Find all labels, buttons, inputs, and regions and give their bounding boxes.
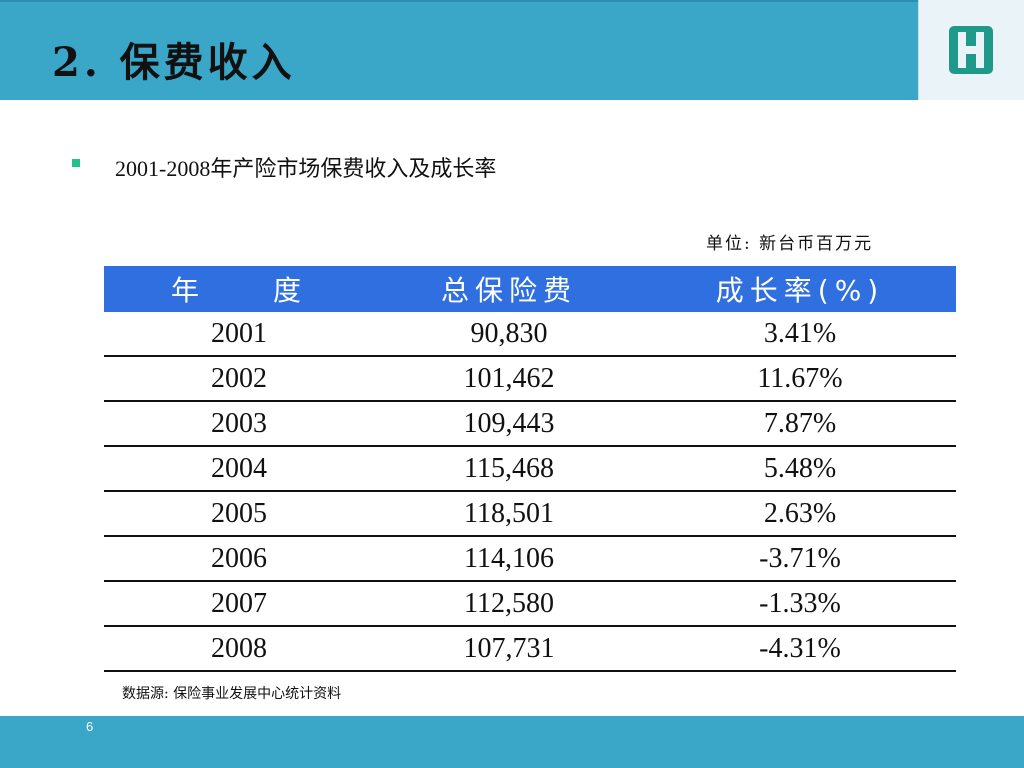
cell-premium: 112,580 [374, 581, 644, 627]
cell-premium: 118,501 [374, 491, 644, 537]
table-row: 2001 90,830 3.41% [104, 312, 956, 357]
header-total-premium: 总保险费 [374, 266, 644, 312]
cell-premium: 90,830 [374, 312, 644, 357]
cell-growth: 3.41% [644, 312, 956, 357]
cell-growth: 11.67% [644, 356, 956, 402]
cell-year: 2005 [104, 491, 374, 537]
section-subtitle: 2001-2008年产险市场保费收入及成长率 [115, 156, 497, 181]
footer-bar [0, 716, 1024, 768]
cell-year: 2003 [104, 401, 374, 447]
page-number: 6 [86, 719, 94, 734]
cell-year: 2006 [104, 536, 374, 582]
header-bar: 2. 保费收入 [0, 0, 918, 100]
cell-growth: -3.71% [644, 536, 956, 582]
header-year: 年 度 [104, 266, 374, 312]
table-header-row: 年 度 总保险费 成长率(%) [104, 266, 956, 312]
cell-year: 2004 [104, 446, 374, 492]
table-row: 2002 101,462 11.67% [104, 356, 956, 402]
cell-premium: 109,443 [374, 401, 644, 447]
cell-growth: -4.31% [644, 626, 956, 672]
header-growth-rate: 成长率(%) [644, 266, 956, 312]
page-title: 2. 保费收入 [52, 39, 296, 86]
cell-year: 2007 [104, 581, 374, 627]
cell-premium: 101,462 [374, 356, 644, 402]
cell-premium: 114,106 [374, 536, 644, 582]
cell-year: 2002 [104, 356, 374, 402]
cell-premium: 115,468 [374, 446, 644, 492]
company-logo-icon [949, 26, 993, 74]
cell-growth: 2.63% [644, 491, 956, 537]
square-bullet-icon [72, 159, 80, 167]
cell-year: 2008 [104, 626, 374, 672]
table-row: 2005 118,501 2.63% [104, 491, 956, 537]
table-row: 2008 107,731 -4.31% [104, 626, 956, 672]
cell-year: 2001 [104, 312, 374, 357]
table-row: 2006 114,106 -3.71% [104, 536, 956, 582]
unit-label: 单位: 新台币百万元 [706, 234, 874, 254]
cell-premium: 107,731 [374, 626, 644, 672]
premium-table: 年 度 总保险费 成长率(%) 2001 90,830 3.41% 2002 1… [104, 266, 956, 672]
table-row: 2003 109,443 7.87% [104, 401, 956, 447]
data-source-note: 数据源: 保险事业发展中心统计资料 [122, 686, 342, 702]
table-row: 2004 115,468 5.48% [104, 446, 956, 492]
cell-growth: 7.87% [644, 401, 956, 447]
logo-area [918, 0, 1024, 100]
cell-growth: 5.48% [644, 446, 956, 492]
cell-growth: -1.33% [644, 581, 956, 627]
table-row: 2007 112,580 -1.33% [104, 581, 956, 627]
